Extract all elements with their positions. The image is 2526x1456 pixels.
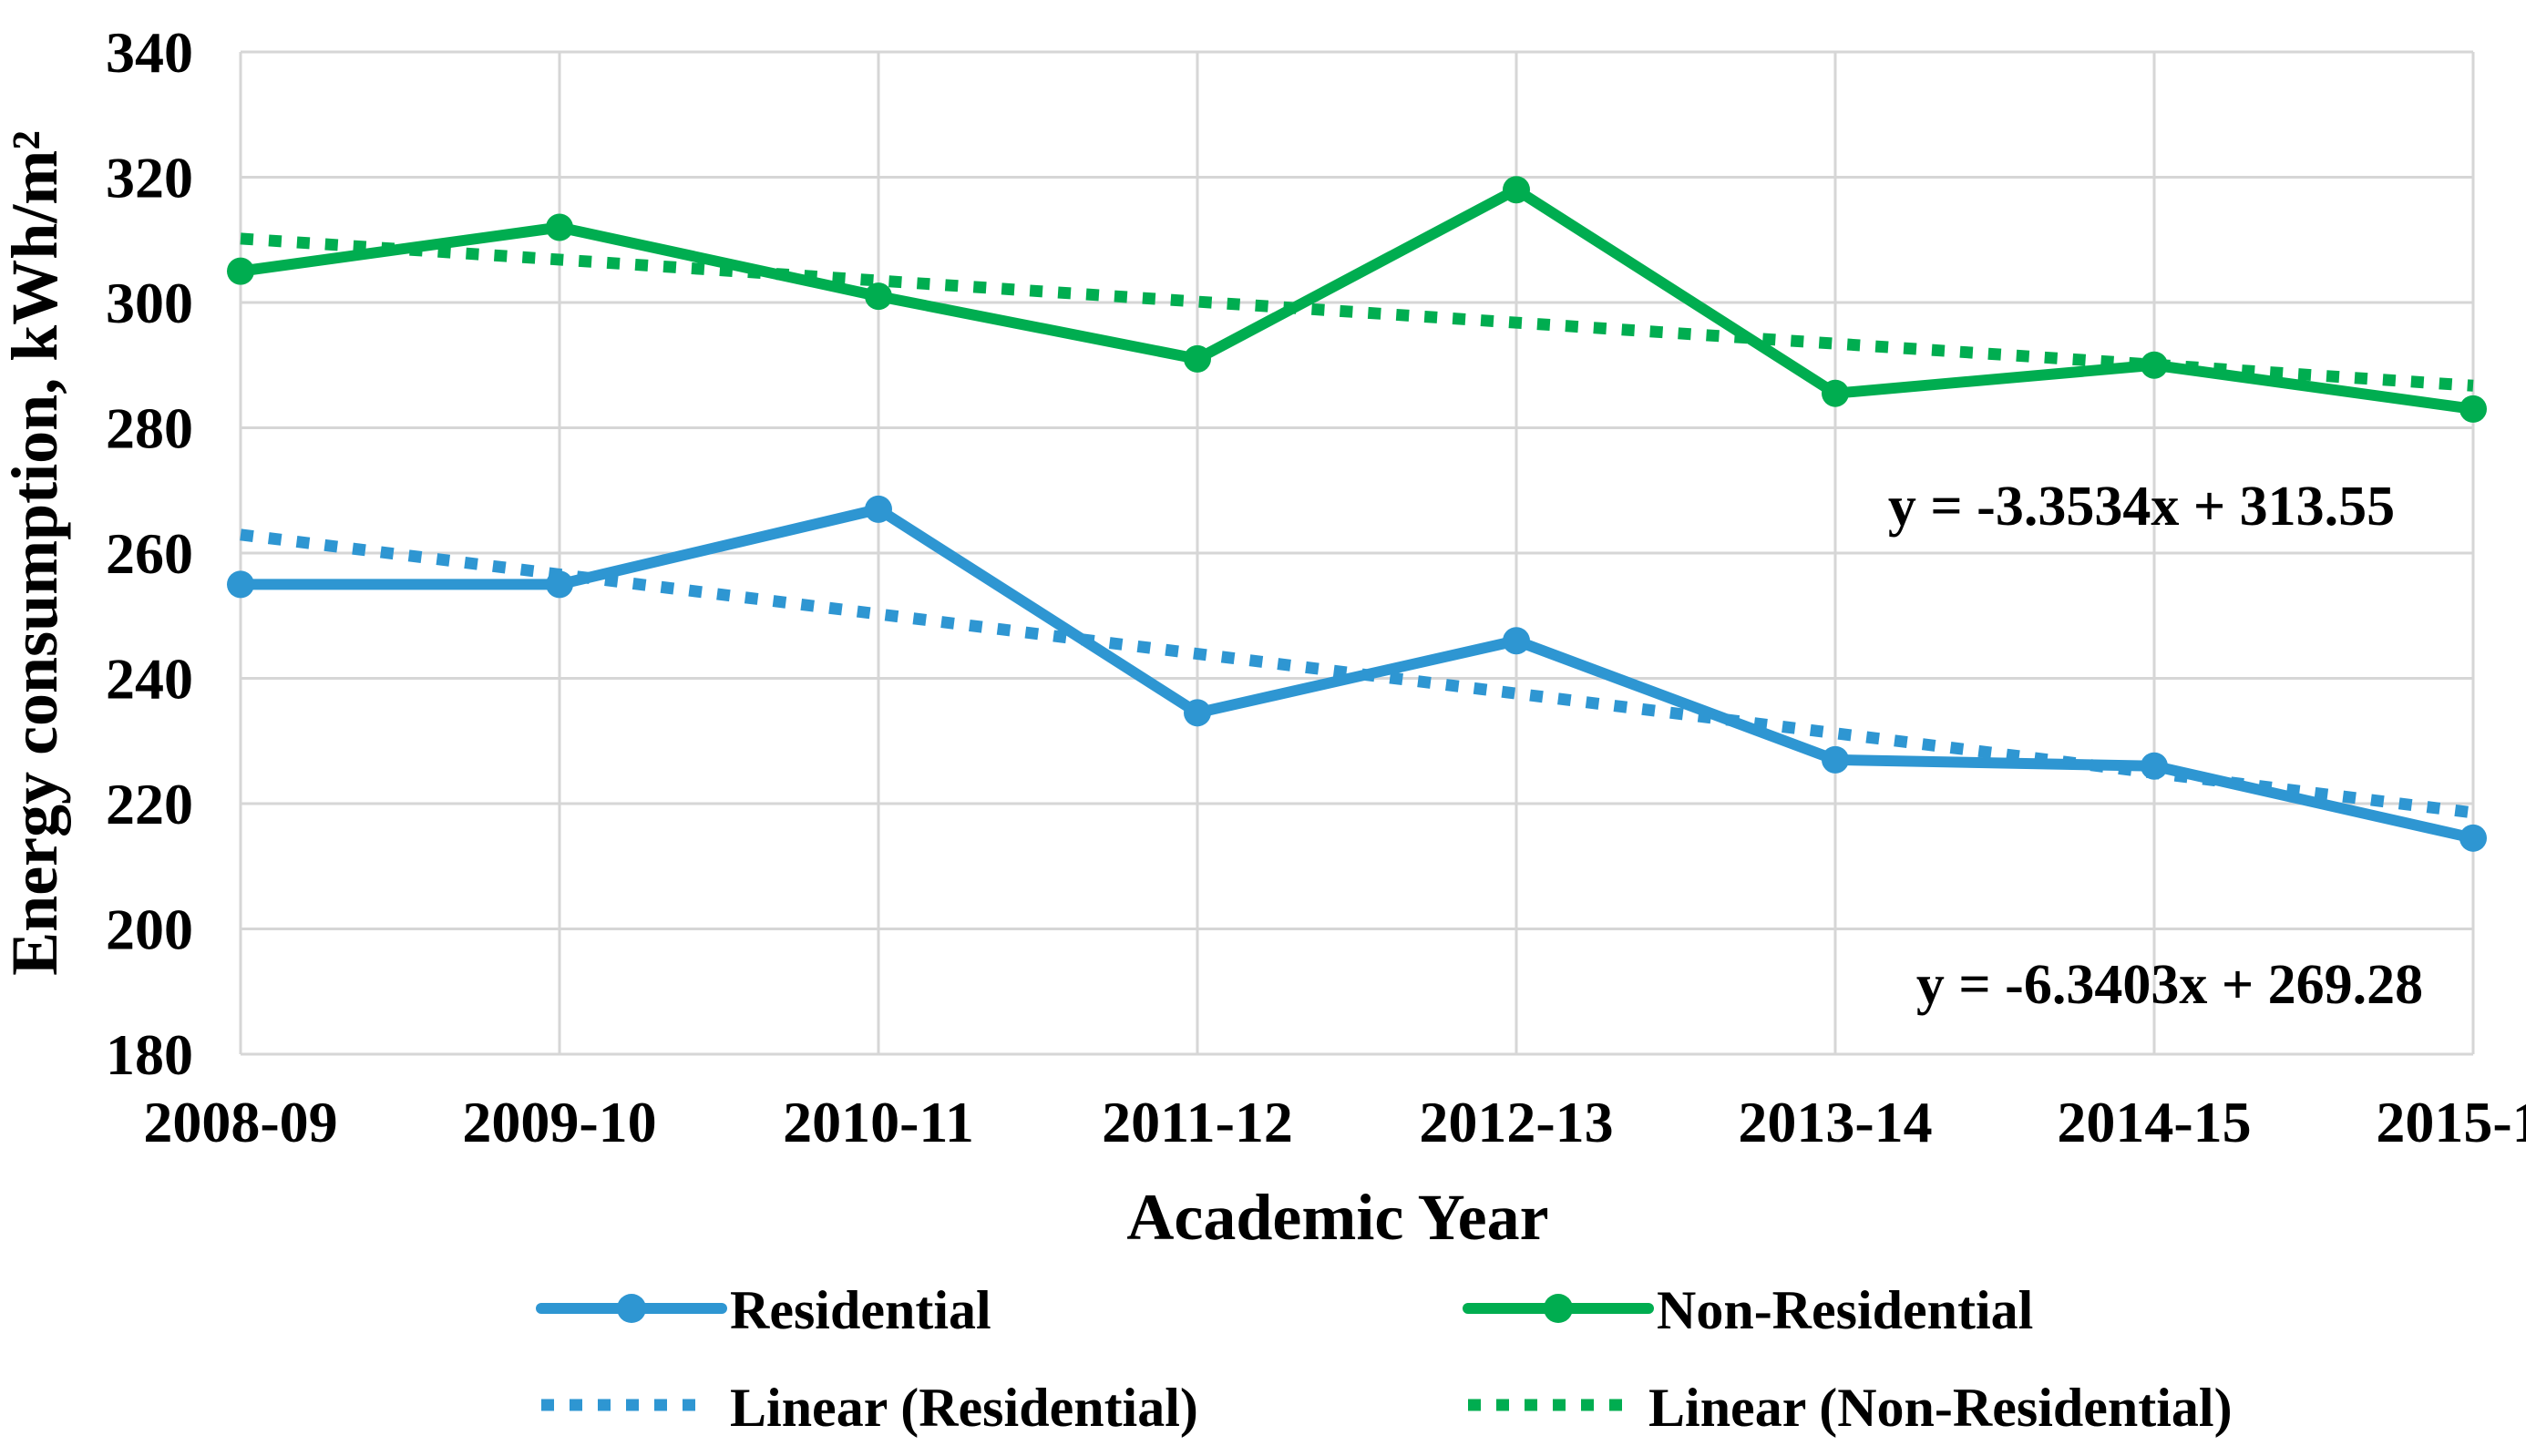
residential-marker-swatch bbox=[617, 1294, 646, 1323]
data-point-residential-2014-15 bbox=[2141, 752, 2168, 780]
x-axis-tick-label: 2008-09 bbox=[143, 1090, 337, 1154]
x-axis-tick-label: 2013-14 bbox=[1738, 1090, 1932, 1154]
data-point-non-residential-2015-16 bbox=[2459, 395, 2487, 423]
x-axis-title: Academic Year bbox=[1126, 1181, 1548, 1254]
legend-item-non-residential: Non-Residential bbox=[1463, 1280, 2033, 1340]
data-point-residential-2013-14 bbox=[1822, 745, 1849, 774]
x-axis-tick-label: 2011-12 bbox=[1102, 1090, 1293, 1154]
data-point-non-residential-2009-10 bbox=[546, 213, 573, 241]
trend-equation-non-residential: y = -3.3534x + 313.55 bbox=[1888, 476, 2395, 538]
y-axis-tick-label: 340 bbox=[106, 20, 193, 85]
legend-item-linear-residential: Linear (Residential) bbox=[541, 1378, 1198, 1438]
y-axis-tick-label: 260 bbox=[106, 521, 193, 586]
legend-label-linear-non-residential: Linear (Non-Residential) bbox=[1648, 1378, 2233, 1438]
non-residential-marker-swatch bbox=[1544, 1294, 1573, 1323]
x-axis-tick-label: 2014-15 bbox=[2057, 1090, 2251, 1154]
trendline-non-residential bbox=[240, 232, 2474, 392]
y-axis-tick-label: 220 bbox=[106, 772, 193, 836]
x-axis-tick-label: 2010-11 bbox=[783, 1090, 974, 1154]
data-point-non-residential-2010-11 bbox=[865, 282, 892, 311]
gridlines bbox=[239, 50, 2475, 1056]
y-axis-tick-labels: 340 320 300 280 260 240 220 200 180 bbox=[106, 20, 193, 1087]
y-axis-title: Energy consumption, kWh/m² bbox=[0, 130, 71, 976]
data-point-residential-2012-13 bbox=[1503, 627, 1530, 655]
data-point-residential-2015-16 bbox=[2459, 824, 2487, 852]
data-point-non-residential-2012-13 bbox=[1503, 176, 1530, 204]
legend-label-linear-residential: Linear (Residential) bbox=[730, 1378, 1198, 1438]
data-point-non-residential-2014-15 bbox=[2141, 351, 2168, 379]
x-axis-tick-label: 2015-16 bbox=[2376, 1090, 2526, 1154]
x-axis-tick-label: 2009-10 bbox=[462, 1090, 656, 1154]
data-point-residential-2011-12 bbox=[1184, 699, 1211, 727]
y-axis-tick-label: 180 bbox=[106, 1022, 193, 1087]
x-axis-tick-labels: 2008-09 2009-10 2010-11 2011-12 2012-13 2013-… bbox=[143, 1090, 2526, 1154]
data-point-residential-2008-09 bbox=[227, 570, 254, 599]
data-series-layer bbox=[227, 176, 2487, 852]
series-line-residential bbox=[235, 503, 2479, 844]
data-point-non-residential-2011-12 bbox=[1184, 344, 1211, 373]
y-axis-tick-label: 300 bbox=[106, 271, 193, 335]
trend-equation-residential: y = -6.3403x + 269.28 bbox=[1916, 954, 2423, 1016]
legend-label-residential: Residential bbox=[730, 1280, 991, 1340]
x-axis-tick-label: 2012-13 bbox=[1419, 1090, 1613, 1154]
legend-item-linear-non-residential: Linear (Non-Residential) bbox=[1468, 1378, 2233, 1438]
data-point-non-residential-2008-09 bbox=[227, 257, 254, 285]
data-point-residential-2009-10 bbox=[546, 570, 573, 599]
legend-label-non-residential: Non-Residential bbox=[1657, 1280, 2033, 1340]
series-line-non-residential bbox=[235, 184, 2479, 415]
y-axis-tick-label: 280 bbox=[106, 396, 193, 461]
legend-item-residential: Residential bbox=[536, 1280, 991, 1340]
y-axis-tick-label: 200 bbox=[106, 897, 193, 962]
legend: Residential Non-Residential Linear (Resi… bbox=[536, 1280, 2233, 1438]
data-point-non-residential-2013-14 bbox=[1822, 379, 1849, 407]
y-axis-tick-label: 320 bbox=[106, 146, 193, 210]
data-point-residential-2010-11 bbox=[865, 495, 892, 523]
y-axis-tick-label: 240 bbox=[106, 647, 193, 712]
